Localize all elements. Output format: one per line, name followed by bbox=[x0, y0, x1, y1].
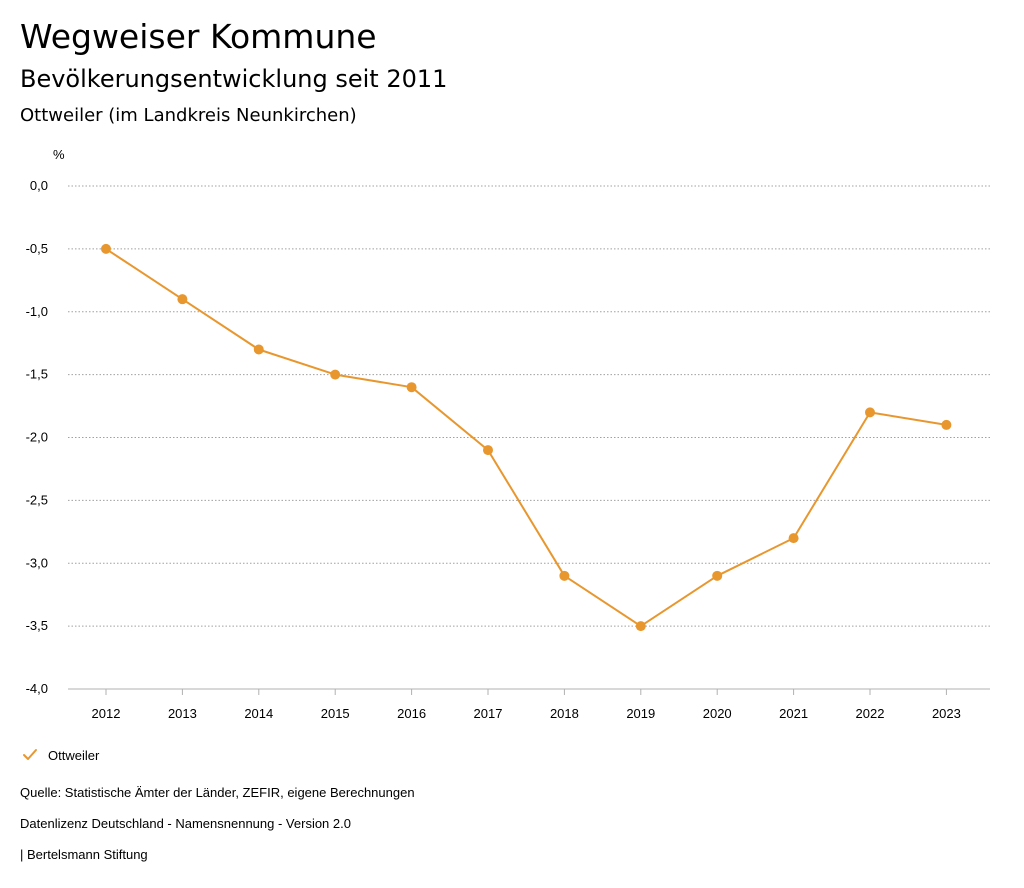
x-tick-label: 2014 bbox=[244, 706, 273, 721]
legend[interactable]: Ottweiler bbox=[22, 745, 99, 765]
y-tick-label: -2,0 bbox=[26, 430, 48, 445]
check-icon bbox=[23, 749, 37, 760]
x-tick-label: 2017 bbox=[474, 706, 503, 721]
y-tick-label: -0,5 bbox=[26, 241, 48, 256]
x-tick-label: 2020 bbox=[703, 706, 732, 721]
y-tick-label: 0,0 bbox=[30, 178, 48, 193]
data-point[interactable] bbox=[941, 419, 952, 430]
x-tick-label: 2018 bbox=[550, 706, 579, 721]
y-tick-label: -2,5 bbox=[26, 492, 48, 507]
page-subtitle: Bevölkerungsentwicklung seit 2011 bbox=[20, 65, 448, 93]
data-point[interactable] bbox=[253, 344, 264, 355]
data-point[interactable] bbox=[101, 243, 111, 254]
series-line bbox=[105, 248, 947, 628]
license-note: Datenlizenz Deutschland - Namensnennung … bbox=[20, 816, 351, 831]
x-tick-label: 2013 bbox=[168, 706, 197, 721]
x-tick-label: 2021 bbox=[779, 706, 808, 721]
y-tick-label: -1,5 bbox=[26, 367, 48, 382]
y-tick-label: -1,0 bbox=[26, 304, 48, 319]
series bbox=[101, 243, 952, 632]
source-note: Quelle: Statistische Ämter der Länder, Z… bbox=[20, 785, 415, 800]
data-point[interactable] bbox=[330, 369, 341, 380]
x-tick-label: 2022 bbox=[856, 706, 885, 721]
x-tick-label: 2019 bbox=[626, 706, 655, 721]
x-tick-label: 2016 bbox=[397, 706, 426, 721]
data-point[interactable] bbox=[406, 382, 417, 393]
data-point[interactable] bbox=[177, 294, 188, 305]
data-point[interactable] bbox=[712, 570, 723, 581]
y-unit-label: % bbox=[53, 147, 65, 162]
y-tick-label: -4,0 bbox=[26, 681, 48, 696]
data-point[interactable] bbox=[635, 621, 646, 632]
data-point[interactable] bbox=[788, 533, 799, 544]
legend-label: Ottweiler bbox=[48, 747, 100, 763]
y-tick-label: -3,0 bbox=[26, 555, 48, 570]
x-tick-label: 2023 bbox=[932, 706, 961, 721]
page-title: Wegweiser Kommune bbox=[20, 17, 377, 56]
x-tick-label: 2015 bbox=[321, 706, 350, 721]
data-point[interactable] bbox=[865, 407, 875, 418]
data-point[interactable] bbox=[483, 445, 493, 456]
data-point[interactable] bbox=[559, 570, 570, 581]
chart-subtitle: Ottweiler (im Landkreis Neunkirchen) bbox=[20, 105, 357, 126]
y-tick-label: -3,5 bbox=[26, 618, 48, 633]
publisher-note: | Bertelsmann Stiftung bbox=[20, 847, 148, 862]
grid-lines bbox=[68, 185, 990, 690]
line-chart: % 0,0 -0,5 -1,0 -1,5 -2,0 -2,5 -3,0 -3,5 -4,0 2012… bbox=[26, 147, 990, 721]
x-tick-label: 2012 bbox=[92, 706, 121, 721]
axes: % 0,0 -0,5 -1,0 -1,5 -2,0 -2,5 -3,0 -3,5 -4,0 2012… bbox=[26, 147, 990, 721]
